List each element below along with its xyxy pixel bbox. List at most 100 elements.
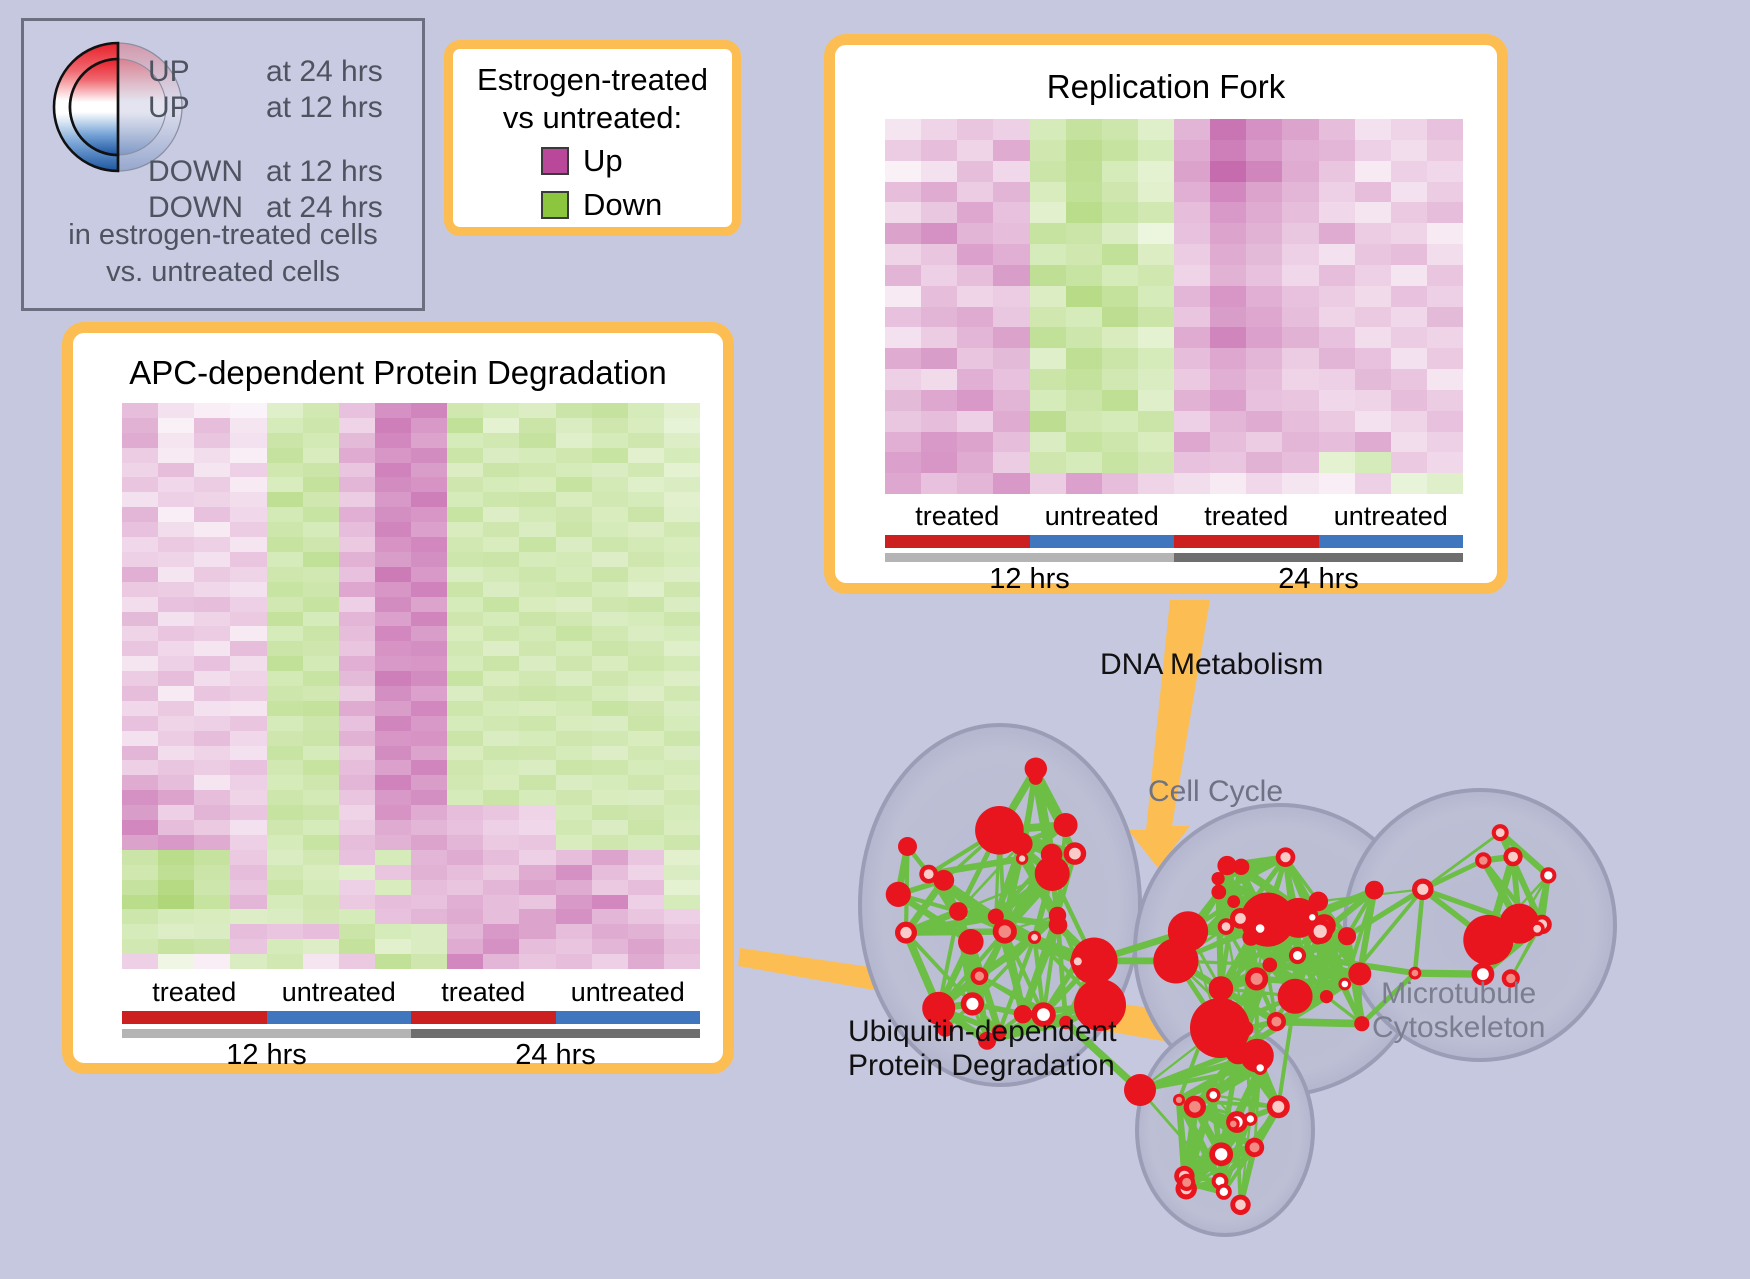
heatmap-cell (993, 244, 1030, 265)
heatmap-cell (519, 954, 556, 969)
heatmap-cell (627, 924, 664, 940)
time-bar-segment (885, 553, 1174, 562)
network-node-core (1037, 1008, 1050, 1021)
heatmap-cell (411, 924, 448, 940)
heatmap-cell (627, 686, 664, 701)
heatmap-cell (374, 760, 411, 776)
heatmap-cell (663, 432, 700, 448)
heatmap-cell (302, 760, 339, 776)
heatmap-cell (266, 894, 303, 910)
heatmap-cell (158, 447, 195, 463)
heatmap-cell (1390, 473, 1427, 494)
heatmap-cell (957, 202, 994, 224)
heatmap-cell (555, 805, 592, 821)
heatmap-cell (663, 566, 700, 582)
heatmap-cell (1029, 306, 1066, 328)
heatmap-cell (993, 348, 1030, 369)
key-row-up-12: UP at 12 hrs (148, 93, 383, 123)
heatmap-cell (1390, 181, 1427, 203)
heatmap-cell (122, 939, 159, 955)
network-node-core (1209, 1091, 1218, 1099)
heatmap-cell (266, 745, 303, 761)
heatmap-cell (663, 775, 700, 791)
heatmap-cell (957, 348, 994, 369)
heatmap-cell (447, 417, 484, 433)
heatmap-cell (1101, 452, 1138, 474)
heatmap-cell (1065, 452, 1102, 474)
heatmap-cell (663, 715, 700, 731)
heatmap-cell (483, 745, 520, 761)
heatmap-cell (663, 879, 700, 895)
heatmap-cell (957, 139, 994, 161)
network-node-core (1506, 973, 1516, 984)
network-edge (1018, 855, 1061, 919)
heatmap-cell (122, 730, 159, 746)
heatmap-cell (1029, 369, 1066, 390)
heatmap-cell (1318, 181, 1355, 203)
network-edge (1266, 961, 1364, 978)
heatmap-cell (230, 715, 267, 731)
heatmap-cell (921, 389, 958, 411)
heatmap-cell (122, 849, 159, 865)
heatmap-cell (447, 432, 484, 448)
heatmap-cell (921, 327, 958, 349)
network-edge (955, 908, 1062, 929)
network-node (958, 929, 984, 955)
heatmap-cell (374, 700, 411, 716)
heatmap-cell (993, 160, 1030, 182)
heatmap-cell (122, 477, 159, 493)
heatmap-cell (1282, 244, 1319, 265)
heatmap-cell (1101, 410, 1138, 432)
heatmap-cell (1354, 160, 1391, 182)
heatmap-cell (483, 551, 520, 567)
heatmap-cell (447, 656, 484, 672)
heatmap-cell (122, 566, 159, 582)
heatmap-cell (1246, 452, 1283, 474)
heatmap-cell (519, 894, 556, 910)
heatmap-cell (483, 447, 520, 463)
heatmap-cell (338, 909, 375, 925)
heatmap-cell (885, 285, 922, 307)
heatmap-cell (1282, 285, 1319, 307)
heatmap-cell (591, 447, 628, 463)
heatmap-cell (1065, 160, 1102, 182)
heatmap-cell (1426, 348, 1463, 369)
replication-fork-annotations: treated untreated treated untreated 12 hrs 2… (885, 501, 1463, 595)
network-edge (941, 878, 999, 919)
network-node-core (1544, 871, 1553, 880)
heatmap-cell (1282, 431, 1319, 453)
heatmap-cell (591, 760, 628, 776)
heatmap-cell (663, 522, 700, 538)
heatmap-cell (374, 462, 411, 478)
heatmap-cell (266, 417, 303, 433)
heatmap-cell (1137, 473, 1174, 494)
network-node-core (998, 925, 1012, 938)
heatmap-cell (447, 849, 484, 865)
heatmap-cell (483, 656, 520, 672)
heatmap-cell (194, 849, 231, 865)
heatmap-cell (122, 656, 159, 672)
network-node (1013, 1005, 1033, 1024)
heatmap-cell (663, 924, 700, 940)
heatmap-cell (194, 596, 231, 612)
network-edge (993, 856, 1024, 919)
heatmap-cell (627, 462, 664, 478)
heatmap-cell (885, 431, 922, 453)
heatmap-cell (374, 626, 411, 642)
heatmap-cell (1210, 244, 1247, 265)
heatmap-cell (1029, 264, 1066, 286)
heatmap-cell (1390, 410, 1427, 432)
heatmap-cell (122, 417, 159, 433)
heatmap-cell (1282, 473, 1319, 494)
heatmap-cell (483, 805, 520, 821)
heatmap-cell (555, 417, 592, 433)
heatmap-cell (555, 581, 592, 597)
network-node (1348, 962, 1372, 986)
heatmap-cell (1318, 202, 1355, 224)
heatmap-cell (411, 417, 448, 433)
heatmap-cell (122, 671, 159, 686)
heatmap-cell (447, 403, 484, 418)
heatmap-cell (519, 403, 556, 418)
heatmap-cell (993, 139, 1030, 161)
heatmap-cell (957, 452, 994, 474)
